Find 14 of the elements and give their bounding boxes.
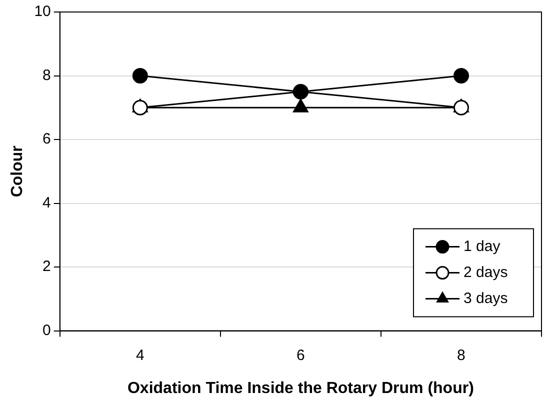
legend-label: 3 days <box>464 290 508 307</box>
x-axis-title: Oxidation Time Inside the Rotary Drum (hour) <box>127 380 474 397</box>
y-tick-label: 6 <box>42 130 51 148</box>
x-tick-label: 8 <box>457 346 466 364</box>
y-tick-label: 4 <box>42 194 51 212</box>
x-tick-label: 4 <box>136 346 144 364</box>
x-tick-label: 6 <box>296 346 305 364</box>
y-tick-label: 0 <box>42 322 51 339</box>
legend-label: 2 days <box>464 264 508 281</box>
y-axis-title: Colour <box>9 146 26 198</box>
y-tick-label: 10 <box>34 3 51 20</box>
y-tick-label: 8 <box>42 66 51 84</box>
y-tick-label: 2 <box>42 258 51 276</box>
legend-label: 1 day <box>464 238 501 255</box>
